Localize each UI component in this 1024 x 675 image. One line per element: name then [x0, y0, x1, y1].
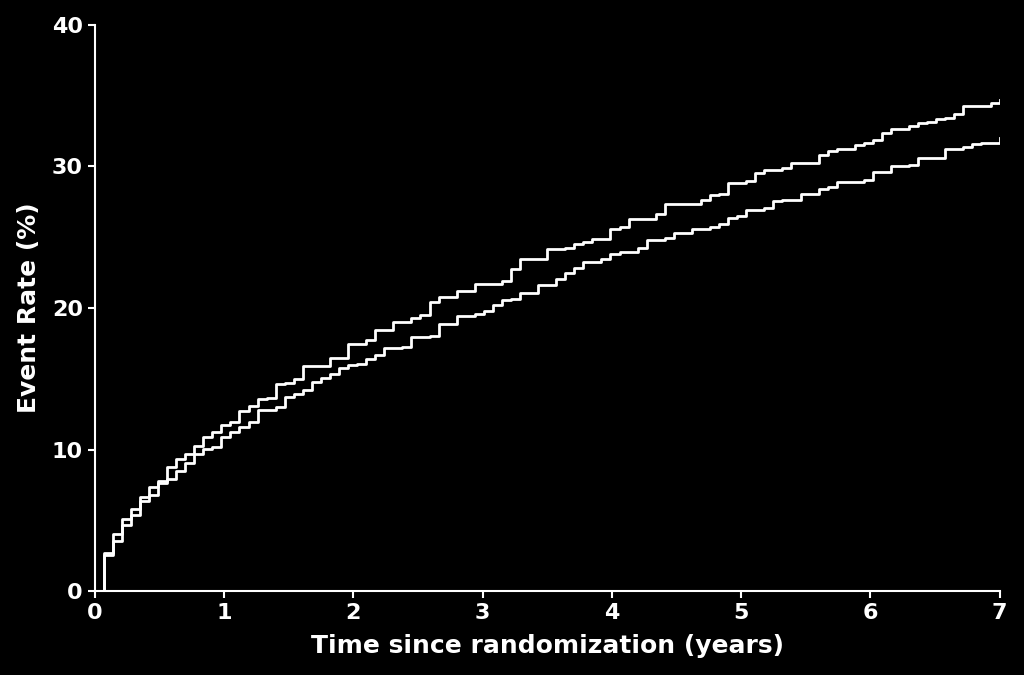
Y-axis label: Event Rate (%): Event Rate (%)	[16, 202, 41, 413]
X-axis label: Time since randomization (years): Time since randomization (years)	[310, 634, 783, 658]
